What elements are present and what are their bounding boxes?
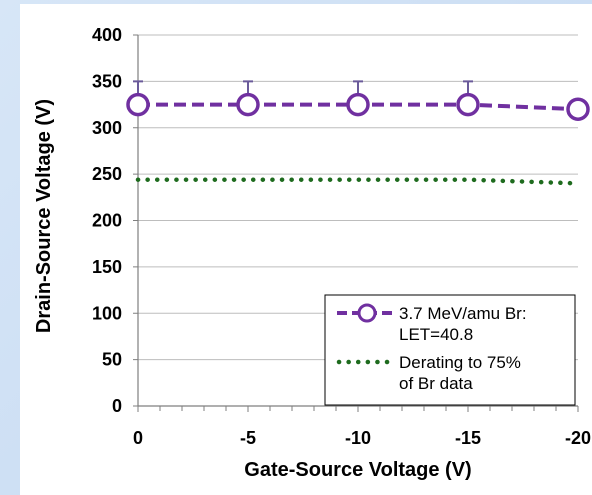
x-tick-label: -5 (240, 428, 256, 448)
x-tick-label: -20 (565, 428, 591, 448)
legend-marker-br (357, 303, 377, 323)
legend-label-derating: Derating to 75% (399, 353, 521, 372)
y-axis-title: Drain-Source Voltage (V) (33, 99, 55, 333)
data-point-br (236, 92, 260, 117)
y-tick-label: 250 (92, 164, 122, 184)
legend-label-br: 3.7 MeV/amu Br: (399, 304, 527, 323)
y-tick-label: 100 (92, 303, 122, 323)
data-point-br (126, 92, 150, 117)
y-tick-label: 150 (92, 257, 122, 277)
x-tick-label: -10 (345, 428, 371, 448)
y-tick-label: 200 (92, 211, 122, 231)
x-tick-label: -15 (455, 428, 481, 448)
series-group (126, 80, 590, 186)
y-tick-labels: 0 50 100 150 200 250 300 350 400 (92, 25, 122, 416)
series-line-derating (135, 177, 581, 186)
y-tick-label: 400 (92, 25, 122, 45)
x-tick-label: 0 (133, 428, 143, 448)
y-tick-label: 300 (92, 118, 122, 138)
y-tick-label: 350 (92, 71, 122, 91)
x-tick-labels: 0 -5 -10 -15 -20 (133, 428, 591, 448)
legend-label-derating-line2: of Br data (399, 374, 473, 393)
data-point-br (456, 92, 480, 117)
x-axis-title: Gate-Source Voltage (V) (244, 459, 471, 481)
chart-area (20, 4, 592, 495)
data-point-br (566, 97, 590, 121)
y-tick-label: 0 (112, 396, 122, 416)
legend: 3.7 MeV/amu Br: LET=40.8 Derating to 75% of… (324, 294, 576, 406)
legend-label-br-line2: LET=40.8 (399, 325, 473, 344)
data-point-br (346, 92, 370, 117)
y-tick-label: 50 (102, 350, 122, 370)
